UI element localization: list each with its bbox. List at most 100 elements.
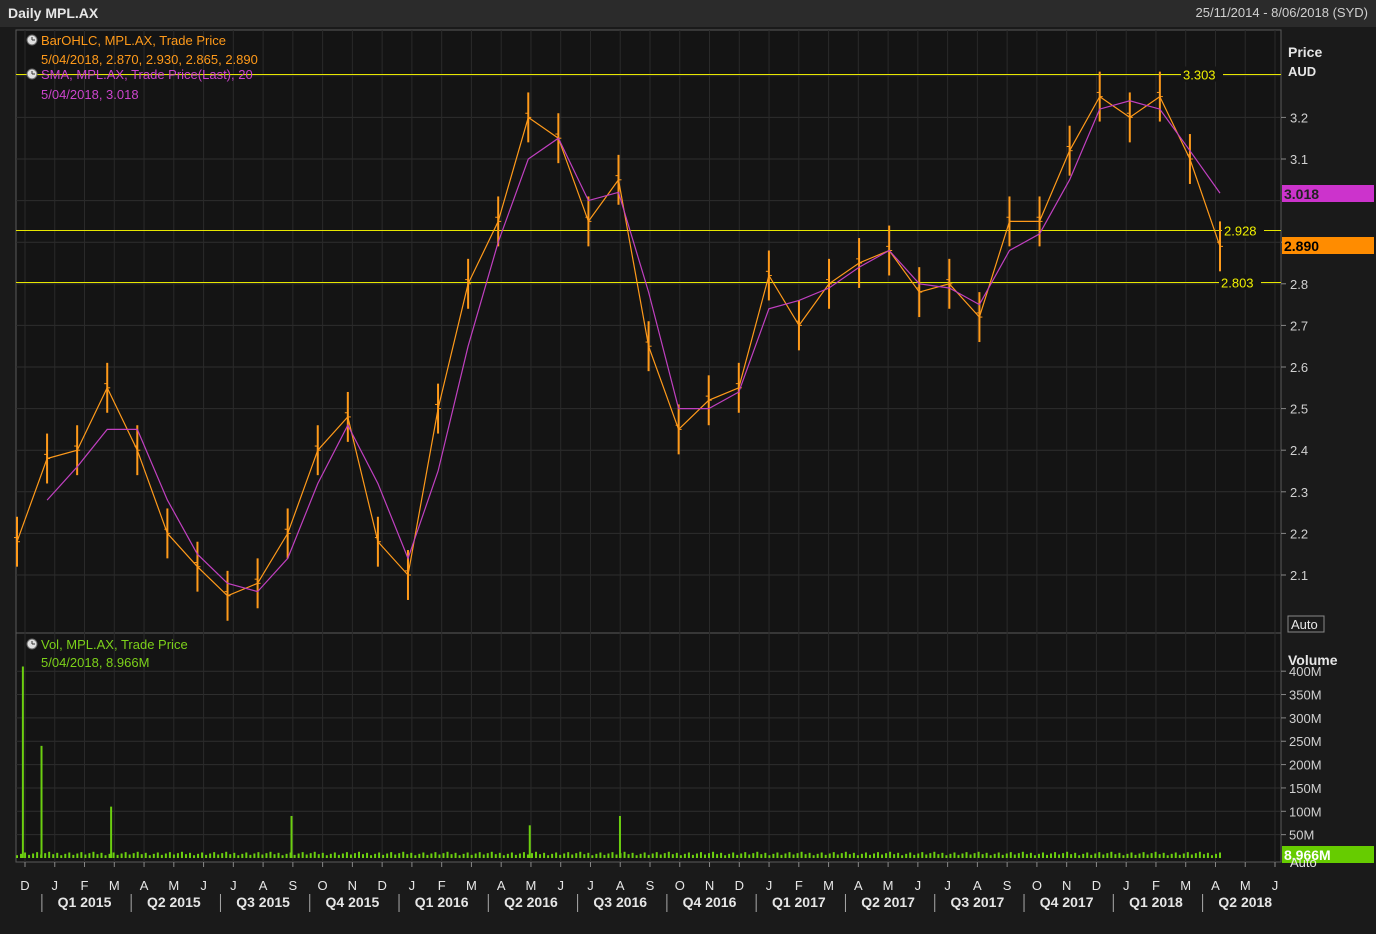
month-label: J — [409, 878, 416, 893]
volume-badge-label: 8.966M — [1284, 847, 1331, 863]
volume-tick-label: 250M — [1289, 734, 1322, 749]
quarter-label: Q3 2016 — [593, 894, 647, 910]
date-range: 25/11/2014 - 8/06/2018 (SYD) — [1195, 5, 1369, 20]
reference-label-bg — [1219, 274, 1261, 290]
price-tick-label: 2.7 — [1290, 318, 1308, 333]
reference-label: 2.928 — [1224, 224, 1257, 239]
legend-series-name: SMA, MPL.AX, Trade Price(Last), 20 — [41, 67, 253, 82]
clock-icon[interactable] — [26, 68, 38, 80]
month-label: J — [230, 878, 237, 893]
volume-auto-label: Auto — [1290, 855, 1317, 870]
month-label: J — [557, 878, 564, 893]
volume-tick-label: 50M — [1289, 828, 1314, 843]
month-label: J — [200, 878, 207, 893]
reference-label-bg — [1181, 66, 1223, 82]
month-label: S — [646, 878, 655, 893]
month-label: A — [1211, 878, 1220, 893]
sma-series-line — [46, 100, 1221, 593]
quarter-label: Q2 2017 — [861, 894, 915, 910]
month-label: A — [140, 878, 149, 893]
price-axis-unit: AUD — [1288, 64, 1316, 79]
month-label: A — [973, 878, 982, 893]
month-label: A — [616, 878, 625, 893]
price-badge — [1282, 185, 1374, 202]
price-badge-label: 3.018 — [1284, 186, 1319, 202]
price-tick-label: 2.1 — [1290, 568, 1308, 583]
month-label: J — [1123, 878, 1130, 893]
quarter-label: Q2 2018 — [1218, 894, 1272, 910]
price-tick-label: 2.4 — [1290, 443, 1308, 458]
month-label: M — [883, 878, 894, 893]
month-label: F — [81, 878, 89, 893]
price-tick-label: 2.3 — [1290, 485, 1308, 500]
month-label: M — [526, 878, 537, 893]
volume-auto-button[interactable]: Auto — [1290, 855, 1317, 870]
value-badges: 3.018 2.890 8.966M — [1282, 185, 1374, 863]
month-label: D — [377, 878, 386, 893]
price-tick-label: 2.5 — [1290, 402, 1308, 417]
month-label: A — [259, 878, 268, 893]
month-label: J — [1272, 878, 1279, 893]
clock-icon[interactable] — [26, 34, 38, 46]
price-auto-button[interactable]: Auto — [1287, 615, 1325, 633]
month-label: M — [109, 878, 120, 893]
legend-series-value: 5/04/2018, 2.870, 2.930, 2.865, 2.890 — [41, 52, 258, 67]
quarter-label: Q1 2016 — [415, 894, 469, 910]
legend-series-name: Vol, MPL.AX, Trade Price — [41, 637, 188, 652]
volume-tick-label: 100M — [1289, 804, 1322, 819]
volume-panel[interactable] — [15, 632, 1282, 863]
title-bar: Daily MPL.AX 25/11/2014 - 8/06/2018 (SYD… — [0, 0, 1376, 27]
reference-label-bg — [1222, 222, 1264, 238]
price-badge-label: 2.890 — [1284, 238, 1319, 254]
month-label: J — [52, 878, 59, 893]
month-label: M — [1240, 878, 1251, 893]
volume-tick-label: 150M — [1289, 781, 1322, 796]
month-label: J — [766, 878, 773, 893]
quarter-label: Q4 2017 — [1040, 894, 1094, 910]
quarter-label: Q4 2016 — [683, 894, 737, 910]
volume-tick-label: 200M — [1289, 758, 1322, 773]
quarter-label: Q1 2017 — [772, 894, 826, 910]
price-tick-label: 3.1 — [1290, 152, 1308, 167]
price-grid — [16, 75, 1281, 576]
volume-tick-label: 400M — [1289, 664, 1322, 679]
month-label: A — [497, 878, 506, 893]
quarter-label: Q1 2015 — [58, 894, 112, 910]
month-label: N — [1062, 878, 1071, 893]
month-label: D — [735, 878, 744, 893]
price-series-line — [16, 95, 1221, 597]
month-label: A — [854, 878, 863, 893]
month-label: O — [1032, 878, 1042, 893]
quarter-label: Q1 2018 — [1129, 894, 1183, 910]
quarter-label: Q4 2015 — [326, 894, 380, 910]
quarter-label: Q3 2017 — [951, 894, 1005, 910]
volume-badge — [1282, 846, 1374, 863]
legend-series-name: BarOHLC, MPL.AX, Trade Price — [41, 33, 226, 48]
month-label: N — [705, 878, 714, 893]
reference-lines: 3.303 2.928 2.803 — [16, 66, 1281, 291]
month-label: D — [1092, 878, 1101, 893]
legend-series-value: 5/04/2018, 8.966M — [41, 655, 149, 670]
volume-legend: Vol, MPL.AX, Trade Price 5/04/2018, 8.966… — [26, 637, 188, 670]
price-tick-label: 3.2 — [1290, 110, 1308, 125]
price-tick-label: 2.8 — [1290, 277, 1308, 292]
price-auto-label: Auto — [1291, 617, 1318, 632]
price-legend: BarOHLC, MPL.AX, Trade Price 5/04/2018, 2… — [26, 33, 258, 102]
month-label: S — [1003, 878, 1012, 893]
volume-axis-title: Volume — [1288, 652, 1338, 668]
reference-label: 3.303 — [1183, 68, 1216, 83]
month-label: M — [1180, 878, 1191, 893]
volume-tick-label: 300M — [1289, 711, 1322, 726]
volume-grid — [16, 670, 1281, 836]
clock-icon[interactable] — [26, 638, 38, 650]
quarter-label: Q3 2015 — [236, 894, 290, 910]
month-label: J — [944, 878, 951, 893]
month-label: S — [289, 878, 298, 893]
month-label: J — [915, 878, 922, 893]
month-label: F — [438, 878, 446, 893]
month-label: N — [348, 878, 357, 893]
month-label: M — [466, 878, 477, 893]
